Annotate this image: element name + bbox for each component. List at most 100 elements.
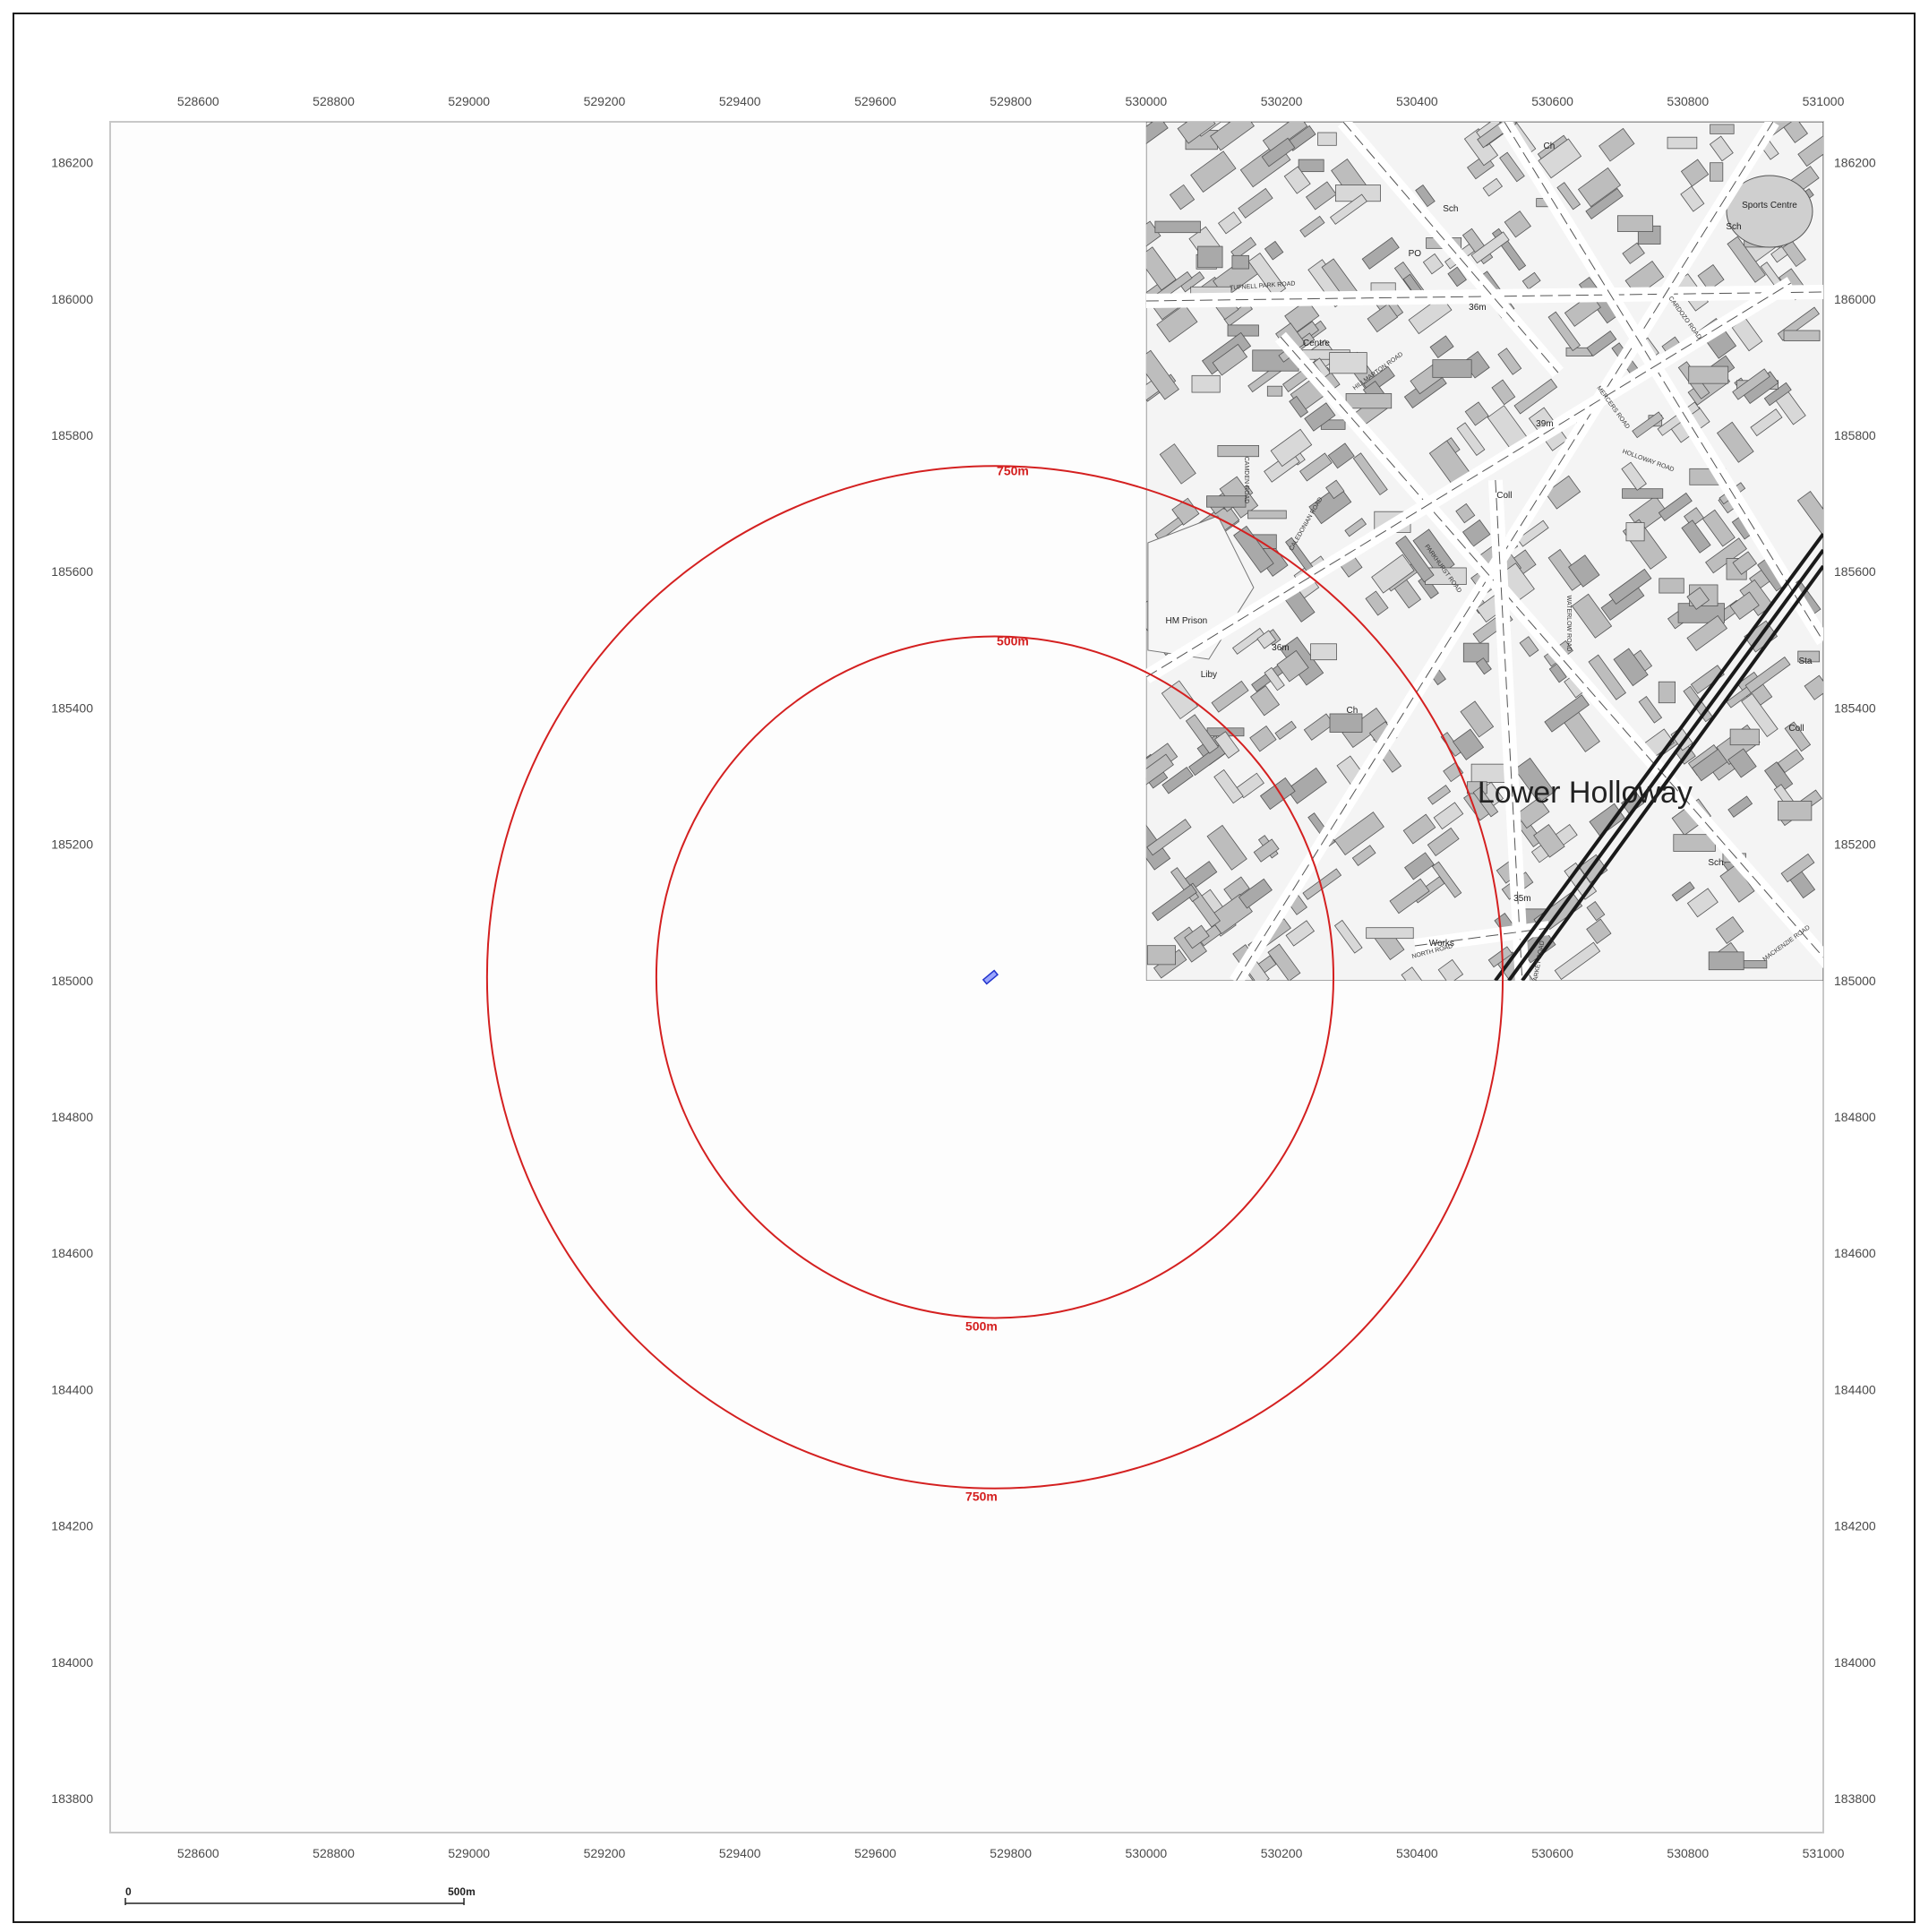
building-block: [1658, 492, 1693, 521]
building-block: [1305, 181, 1337, 210]
building-block: [1317, 132, 1337, 146]
building-block: [1145, 122, 1169, 152]
northing-tick-label: 184200: [51, 1519, 93, 1533]
buffer-rings: 500m 500m 750m 750m: [485, 463, 1504, 1504]
building-block: [1325, 479, 1345, 500]
northing-tick-label: 184200: [1834, 1519, 1876, 1533]
building-block: [1710, 162, 1724, 182]
building-block: [1433, 802, 1464, 830]
building-block: [1206, 495, 1247, 508]
scale-end-label: 500m: [448, 1885, 476, 1898]
buffer-ring-500m: [655, 635, 1335, 1319]
building-block: [1197, 245, 1223, 269]
building-block: [1453, 728, 1485, 760]
building-block: [1154, 220, 1201, 234]
building-block: [1455, 502, 1476, 524]
building-block: [1366, 927, 1414, 940]
building-block: [1177, 122, 1216, 144]
building-block: [1727, 795, 1753, 818]
building-block: [1247, 510, 1287, 519]
road-edge: [1504, 122, 1823, 642]
basemap-label: Centre: [1303, 339, 1330, 348]
building-block: [1709, 135, 1734, 162]
building-block: [1667, 136, 1698, 150]
building-block: [1299, 215, 1325, 238]
building-block: [1744, 656, 1791, 694]
building-block: [1779, 122, 1808, 143]
building-block: [1727, 748, 1757, 778]
northing-tick-label: 184800: [51, 1110, 93, 1124]
easting-tick-label: 529000: [448, 1846, 490, 1860]
railway-line: [1494, 532, 1823, 981]
basemap-label: Coll: [1788, 724, 1804, 734]
building-block: [1185, 714, 1219, 754]
easting-tick-label: 530800: [1667, 94, 1709, 108]
building-block: [1304, 402, 1336, 432]
building-block: [1427, 785, 1452, 805]
building-block: [1401, 966, 1425, 981]
easting-tick-label: 531000: [1803, 1846, 1845, 1860]
building-block: [1345, 392, 1393, 409]
easting-tick-label: 530600: [1531, 94, 1573, 108]
building-block: [1804, 674, 1823, 700]
easting-tick-label: 529200: [584, 94, 626, 108]
easting-tick-label: 530200: [1261, 94, 1303, 108]
building-block: [1262, 122, 1308, 153]
buffer-label-500m: 500m: [997, 634, 1029, 648]
building-block: [1256, 630, 1277, 649]
building-block: [1210, 122, 1255, 151]
building-block: [1447, 266, 1467, 288]
building-block: [1571, 593, 1613, 639]
os-basemap: Sports Centre Sch PO Ch Centre HM Prison Liby C…: [1145, 122, 1823, 981]
basemap-label: Sch: [1726, 222, 1741, 232]
building-block: [1796, 491, 1823, 537]
building-block: [1159, 443, 1196, 485]
building-block: [1521, 271, 1541, 290]
northing-tick-label: 184600: [1834, 1246, 1876, 1260]
building-block: [1286, 767, 1327, 804]
building-block: [1482, 177, 1504, 197]
building-block: [1533, 824, 1565, 858]
northing-tick-label: 184800: [1834, 1110, 1876, 1124]
building-block: [1568, 554, 1600, 588]
building-block: [1333, 919, 1363, 954]
building-block: [1586, 901, 1606, 922]
building-block: [1145, 349, 1179, 400]
northing-tick-label: 186200: [51, 156, 93, 170]
basemap-label: HM Prison: [1166, 616, 1208, 626]
building-block: [1780, 853, 1815, 883]
building-block: [1264, 666, 1285, 691]
building-block: [1585, 187, 1624, 219]
building-block: [1680, 185, 1705, 212]
building-block: [1586, 330, 1617, 357]
building-block: [1266, 385, 1283, 397]
northing-tick-label: 185000: [51, 974, 93, 988]
building-block: [1145, 246, 1177, 291]
building-block: [1156, 304, 1198, 343]
building-block: [1462, 519, 1491, 547]
building-block: [1238, 187, 1273, 219]
building-block: [1621, 461, 1647, 491]
building-block: [1145, 753, 1174, 793]
building-block: [1145, 819, 1171, 871]
easting-tick-label: 529800: [990, 1846, 1032, 1860]
northing-tick-label: 184400: [1834, 1382, 1876, 1396]
building-block: [1548, 663, 1567, 683]
building-block: [1519, 636, 1539, 657]
easting-tick-label: 530400: [1396, 94, 1438, 108]
northing-ticks-right: 186200 186000 185800 185600 185400 185200 1850…: [1834, 156, 1876, 1806]
building-block: [1515, 797, 1550, 829]
building-block: [1763, 382, 1792, 407]
easting-tick-label: 528600: [177, 1846, 219, 1860]
building-block: [1464, 401, 1489, 426]
building-block: [1206, 824, 1247, 871]
easting-tick-label: 530200: [1261, 1846, 1303, 1860]
easting-tick-label: 528600: [177, 94, 219, 108]
building-block: [1504, 210, 1531, 238]
building-block: [1395, 535, 1435, 583]
building-block: [1456, 422, 1486, 456]
building-block: [1588, 654, 1626, 700]
northing-tick-label: 185200: [51, 837, 93, 852]
building-block: [1688, 365, 1729, 384]
building-block: [1276, 649, 1309, 683]
